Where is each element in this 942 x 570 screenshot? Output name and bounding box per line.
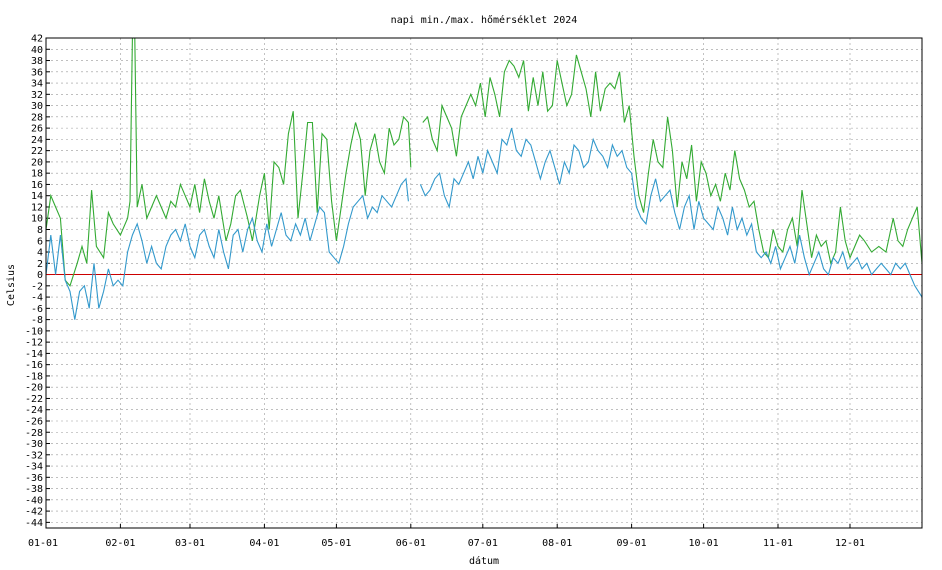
- y-tick-label: 20: [31, 157, 43, 168]
- series-group: [45, 37, 923, 320]
- y-tick-label: 12: [31, 202, 43, 213]
- y-tick-label: -44: [25, 518, 43, 529]
- y-tick-label: -36: [25, 473, 43, 484]
- y-tick-label: -8: [31, 315, 43, 326]
- y-tick-label: -42: [25, 507, 43, 518]
- y-tick-label: -34: [25, 462, 43, 473]
- y-tick-label: 42: [31, 34, 43, 45]
- y-tick-label: -40: [25, 495, 43, 506]
- y-tick-label: -38: [25, 484, 43, 495]
- y-tick-label: 10: [31, 214, 43, 225]
- y-tick-label: -2: [31, 281, 43, 292]
- x-tick-label: 01-01: [28, 538, 58, 549]
- y-tick-label: 32: [31, 90, 43, 101]
- y-tick-label: -4: [31, 293, 43, 304]
- x-tick-label: 07-01: [468, 538, 498, 549]
- y-tick-label: -28: [25, 428, 43, 439]
- x-tick-label: 02-01: [105, 538, 135, 549]
- series-max-line: [45, 37, 412, 287]
- x-axis-label: dátum: [469, 555, 499, 567]
- x-tick-label: 03-01: [175, 538, 205, 549]
- x-tick-label: 05-01: [321, 538, 351, 549]
- y-axis-label: Celsius: [6, 264, 17, 306]
- series-min-line: [45, 177, 409, 320]
- y-tick-label: -16: [25, 360, 43, 371]
- y-tick-label: -22: [25, 394, 43, 405]
- y-tick-label: 0: [37, 270, 43, 281]
- y-tick-label: 2: [37, 259, 43, 270]
- y-tick-label: -14: [25, 349, 43, 360]
- x-tick-label: 12-01: [835, 538, 865, 549]
- y-tick-label: -24: [25, 405, 43, 416]
- x-tick-label: 06-01: [396, 538, 426, 549]
- y-tick-label: 8: [37, 225, 43, 236]
- x-axis-ticks: 01-01 02-01 03-01 04-01 05-01 06-01 07-01 08-01…: [28, 524, 865, 549]
- x-tick-label: 08-01: [542, 538, 572, 549]
- y-tick-label: 30: [31, 101, 43, 112]
- plot-frame: [45, 37, 923, 529]
- y-tick-label: 36: [31, 67, 43, 78]
- x-tick-label: 04-01: [249, 538, 279, 549]
- y-tick-label: 26: [31, 124, 43, 135]
- y-tick-label: -32: [25, 450, 43, 461]
- y-tick-label: -12: [25, 338, 43, 349]
- y-tick-label: 6: [37, 236, 43, 247]
- x-tick-label: 09-01: [617, 538, 647, 549]
- y-tick-label: -18: [25, 371, 43, 382]
- y-tick-label: -26: [25, 416, 43, 427]
- chart-title: napi min./max. hőmérséklet 2024: [391, 14, 578, 26]
- x-tick-label: 10-01: [689, 538, 719, 549]
- y-axis-ticks: 424038363432302826242220181614121086420-…: [25, 34, 50, 529]
- y-tick-label: -30: [25, 439, 43, 450]
- y-tick-label: -10: [25, 326, 43, 337]
- series-min-line: [419, 127, 923, 298]
- y-tick-label: 40: [31, 45, 43, 56]
- y-tick-label: 38: [31, 56, 43, 67]
- y-tick-label: 16: [31, 180, 43, 191]
- series-max-line: [422, 54, 923, 266]
- y-tick-label: 34: [31, 79, 43, 90]
- y-tick-label: -20: [25, 383, 43, 394]
- y-tick-label: 24: [31, 135, 43, 146]
- y-tick-label: 14: [31, 191, 43, 202]
- y-tick-label: 28: [31, 112, 43, 123]
- x-tick-label: 11-01: [763, 538, 793, 549]
- y-tick-label: 4: [37, 248, 43, 259]
- y-tick-label: -6: [31, 304, 43, 315]
- y-tick-label: 22: [31, 146, 43, 157]
- y-tick-label: 18: [31, 169, 43, 180]
